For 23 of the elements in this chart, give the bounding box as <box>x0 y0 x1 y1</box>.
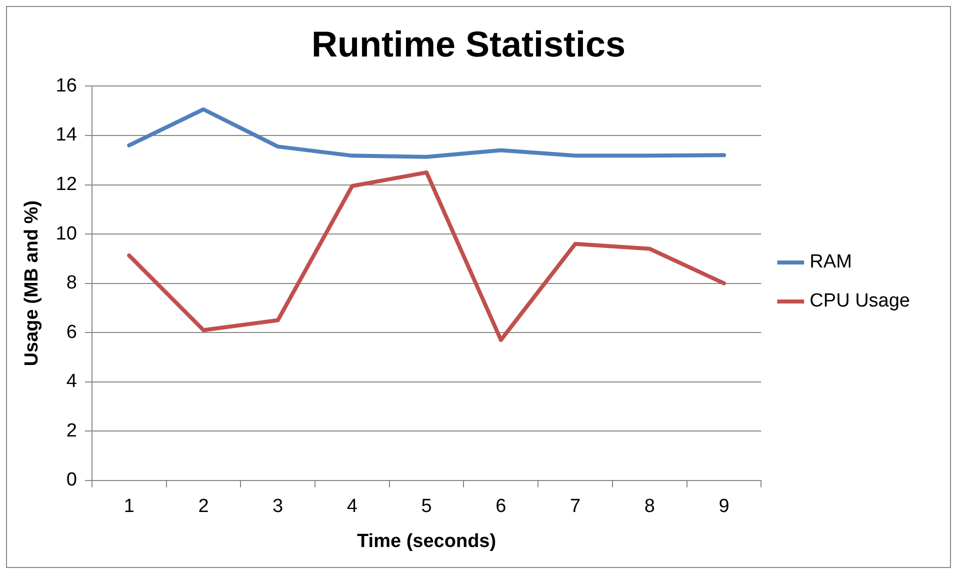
y-tick-label: 12 <box>56 174 77 195</box>
x-tick-label: 5 <box>421 496 432 518</box>
y-tick-label: 2 <box>66 420 77 442</box>
x-tick-label: 3 <box>272 496 284 518</box>
y-tick-label: 6 <box>66 322 77 343</box>
y-tick-label: 16 <box>56 75 77 96</box>
x-tick-label: 8 <box>644 496 655 518</box>
legend-label: RAM <box>810 252 852 273</box>
x-tick-label: 7 <box>570 496 581 518</box>
legend-label: CPU Usage <box>810 290 910 312</box>
chart-title: Runtime Statistics <box>311 24 626 65</box>
x-tick-label: 4 <box>346 496 358 518</box>
y-tick-label: 4 <box>66 371 78 392</box>
x-tick-label: 2 <box>198 496 209 518</box>
x-tick-label: 1 <box>124 496 134 518</box>
y-tick-label: 14 <box>56 124 78 146</box>
y-tick-label: 8 <box>66 272 77 294</box>
y-axis-title: Usage (MB and %) <box>22 200 43 366</box>
x-axis-title: Time (seconds) <box>357 530 496 552</box>
x-tick-label: 9 <box>718 496 730 518</box>
x-tick-label: 6 <box>496 496 506 518</box>
y-tick-label: 10 <box>56 223 77 244</box>
y-tick-label: 0 <box>66 470 77 491</box>
